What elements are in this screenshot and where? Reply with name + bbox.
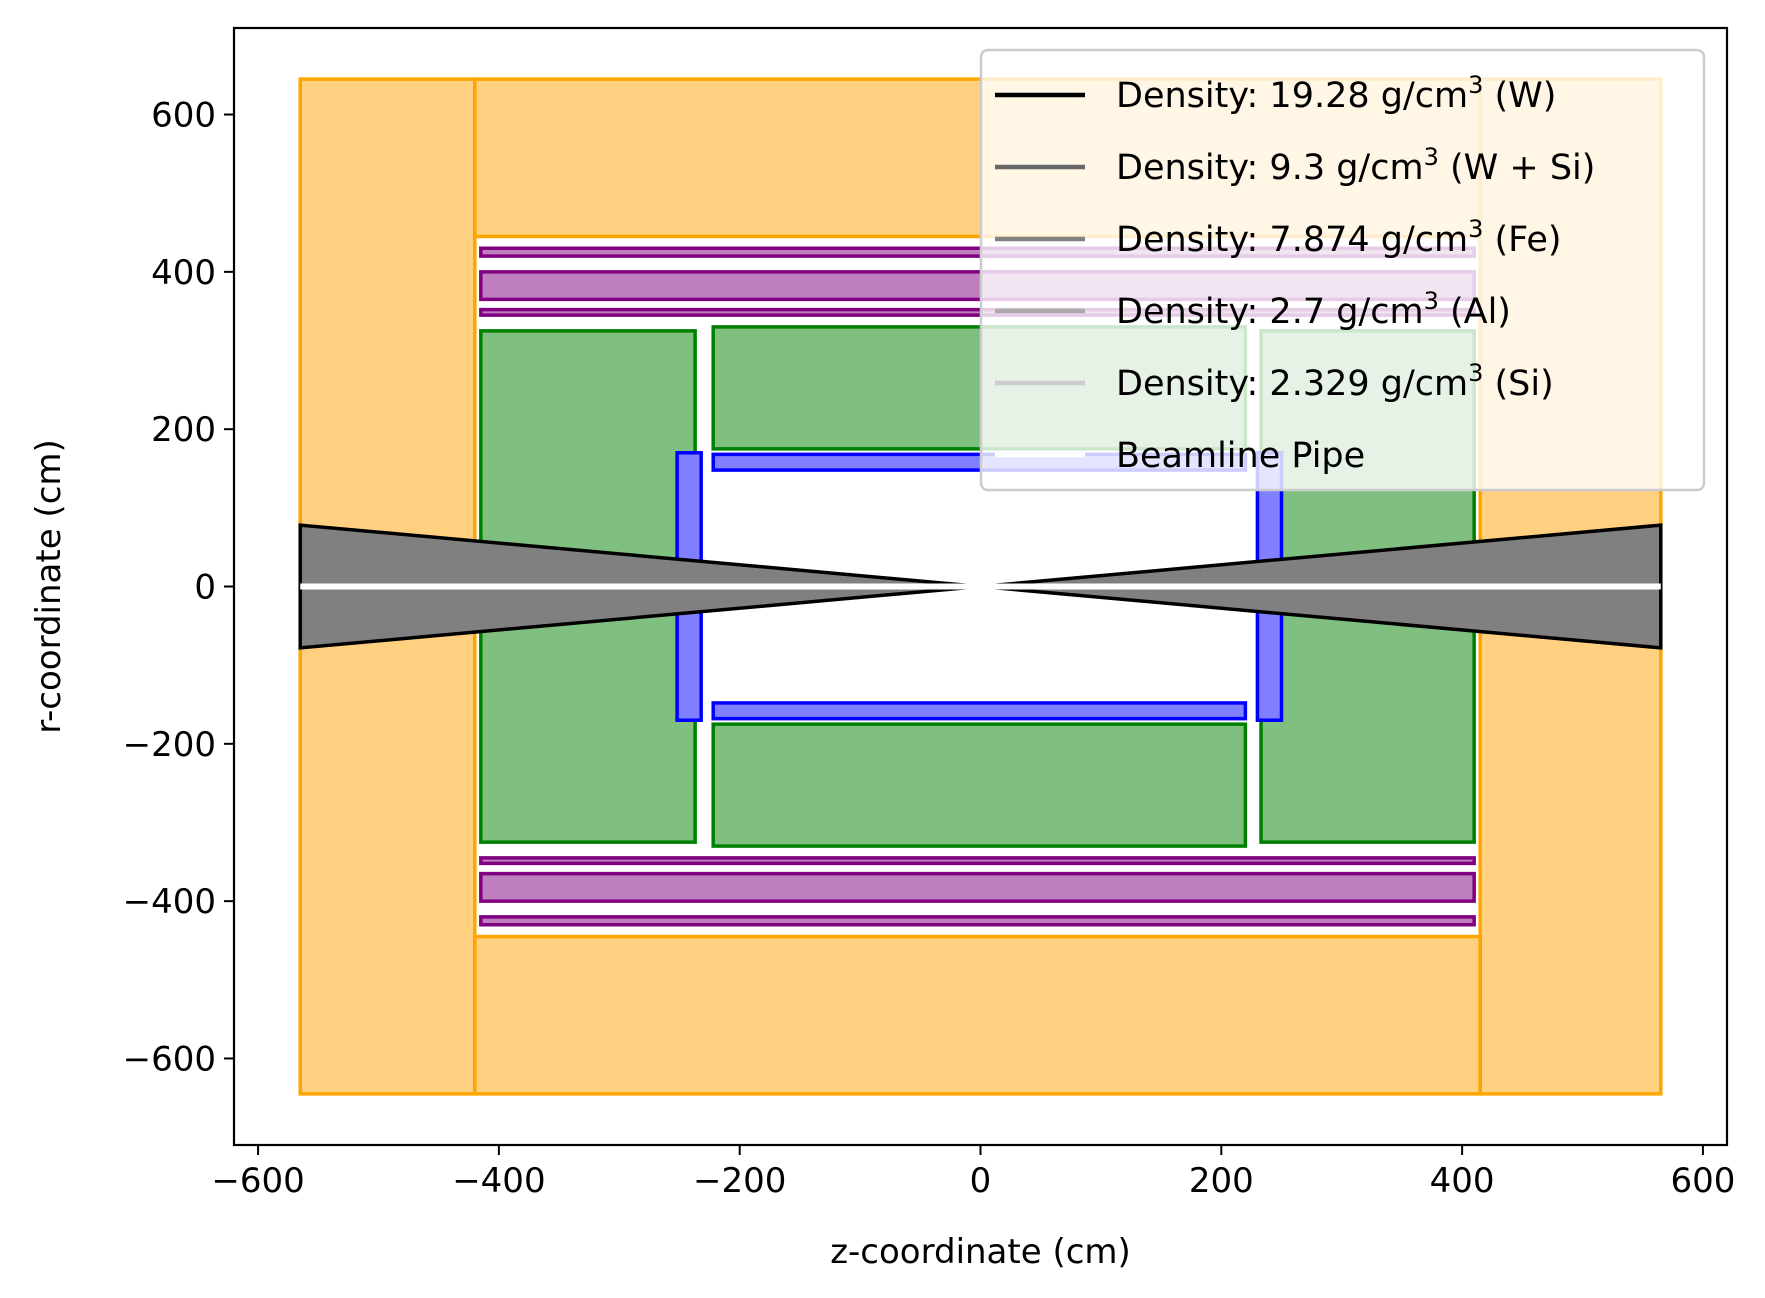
x-tick-label-6: 600 [1670, 1161, 1735, 1201]
y-tick-label-3: 0 [194, 568, 216, 608]
legend-entry-suffix: (Fe) [1483, 220, 1561, 260]
y-axis-ticks: −600 −400 −200 0 200 400 600 [123, 96, 234, 1079]
muon-region-9 [479, 915, 1476, 927]
x-axis-label: z-coordinate (cm) [830, 1232, 1131, 1272]
legend-entry-5: Beamline Pipe [1116, 436, 1365, 476]
legend-entry-3: Density: 2.7 g/cm3 (Al) [1116, 287, 1511, 332]
legend-entry-2: Density: 7.874 g/cm3 (Fe) [1116, 215, 1562, 260]
y-tick-label-2: −200 [123, 725, 216, 765]
legend: Density: 19.28 g/cm3 (W)Density: 9.3 g/c… [979, 48, 1706, 492]
legend-entry-text: Beamline Pipe [1116, 436, 1365, 476]
y-tick-label-1: −400 [123, 882, 216, 922]
muon-region-7 [479, 856, 1476, 866]
x-tick-label-2: −200 [693, 1161, 786, 1201]
hcal-region-13 [711, 722, 1248, 848]
y-tick-label-0: −600 [123, 1039, 216, 1079]
legend-entry-suffix: (W) [1483, 76, 1556, 116]
legend-entry-text: Density: 2.7 g/cm [1116, 292, 1424, 332]
y-tick-label-6: 600 [151, 96, 216, 136]
legend-entry-suffix: (Si) [1483, 364, 1553, 404]
x-tick-label-5: 400 [1430, 1161, 1495, 1201]
legend-entry-superscript: 3 [1424, 287, 1439, 315]
legend-box [979, 48, 1706, 492]
legend-entry-text: Density: 19.28 g/cm [1116, 76, 1468, 116]
legend-entry-superscript: 3 [1468, 215, 1483, 243]
x-tick-label-1: −400 [452, 1161, 545, 1201]
legend-entry-text: Density: 2.329 g/cm [1116, 364, 1468, 404]
legend-entry-text: Density: 9.3 g/cm [1116, 148, 1424, 188]
legend-entry-superscript: 3 [1468, 71, 1483, 99]
legend-entry-0: Density: 19.28 g/cm3 (W) [1116, 71, 1556, 116]
legend-entry-4: Density: 2.329 g/cm3 (Si) [1116, 359, 1554, 404]
x-tick-label-3: 0 [970, 1161, 992, 1201]
legend-entry-1: Density: 9.3 g/cm3 (W + Si) [1116, 143, 1595, 188]
legend-entry-suffix: (Al) [1439, 292, 1511, 332]
y-axis-label: r-coordinate (cm) [29, 439, 69, 734]
y-tick-label-4: 200 [151, 410, 216, 450]
legend-entry-superscript: 3 [1424, 143, 1439, 171]
legend-entry-text: Density: 7.874 g/cm [1116, 220, 1468, 260]
y-tick-label-5: 400 [151, 253, 216, 293]
legend-entry-superscript: 3 [1468, 359, 1483, 387]
muon-region-8 [479, 871, 1476, 903]
x-tick-label-4: 200 [1189, 1161, 1254, 1201]
x-tick-label-0: −600 [211, 1161, 304, 1201]
magnet-yoke-region-3 [473, 934, 1482, 1096]
ecal-region-17 [711, 701, 1248, 721]
legend-entry-suffix: (W + Si) [1439, 148, 1596, 188]
x-axis-ticks: −600 −400 −200 0 200 400 600 [211, 1145, 1735, 1201]
